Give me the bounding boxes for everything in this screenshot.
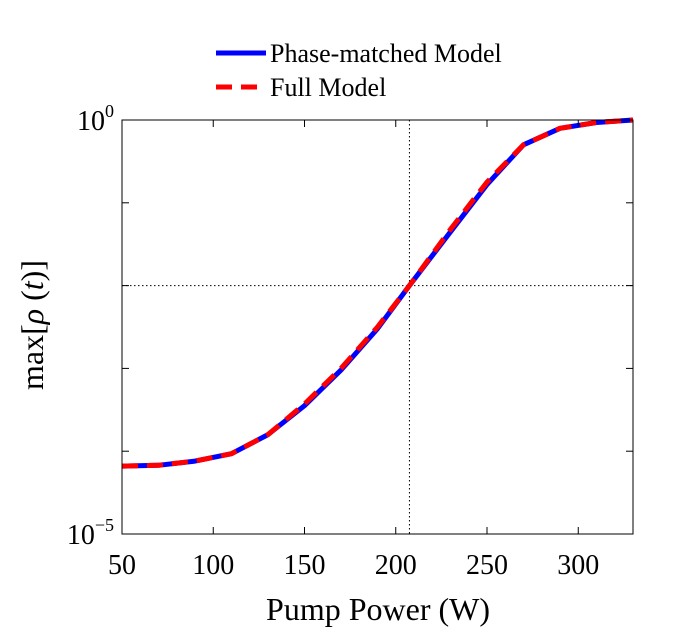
y-label-paren-close: )] [14, 260, 50, 281]
y-tick-label: 100 [77, 101, 114, 137]
y-label-bracket-open: [ [14, 324, 50, 335]
legend-label-2: Full Model [270, 73, 386, 102]
y-label-func: max [14, 335, 50, 390]
y-tick-label-exponent: −5 [95, 515, 114, 535]
y-label-var: ρ [14, 309, 50, 325]
legend-label-1: Phase-matched Model [270, 39, 502, 68]
y-tick-label-exponent: 0 [105, 101, 114, 121]
x-tick-label: 300 [557, 550, 599, 581]
y-tick-label: 10−5 [67, 515, 114, 551]
x-tick-label: 50 [108, 550, 136, 581]
y-label-paren-open: ( [14, 290, 50, 309]
y-label-arg: t [14, 280, 50, 290]
y-tick-label-base: 10 [77, 106, 105, 137]
x-axis-tick-labels: 50 100 150 200 250 300 [108, 550, 599, 581]
y-tick-label-base: 10 [67, 520, 95, 551]
reference-lines [122, 120, 633, 534]
legend: Phase-matched Model Full Model [216, 39, 502, 102]
axis-ticks [121, 119, 633, 535]
x-tick-label: 250 [466, 550, 508, 581]
series-layer [121, 117, 634, 469]
x-tick-label: 100 [192, 550, 234, 581]
y-axis-label: max[ρ (t)] [14, 260, 50, 390]
series-line-phase-matched-model [121, 117, 634, 469]
x-axis-label: Pump Power (W) [266, 591, 490, 627]
series-line-full-model [121, 117, 634, 469]
x-tick-label: 150 [284, 550, 326, 581]
plot-area-frame [121, 119, 634, 535]
x-tick-label: 200 [375, 550, 417, 581]
